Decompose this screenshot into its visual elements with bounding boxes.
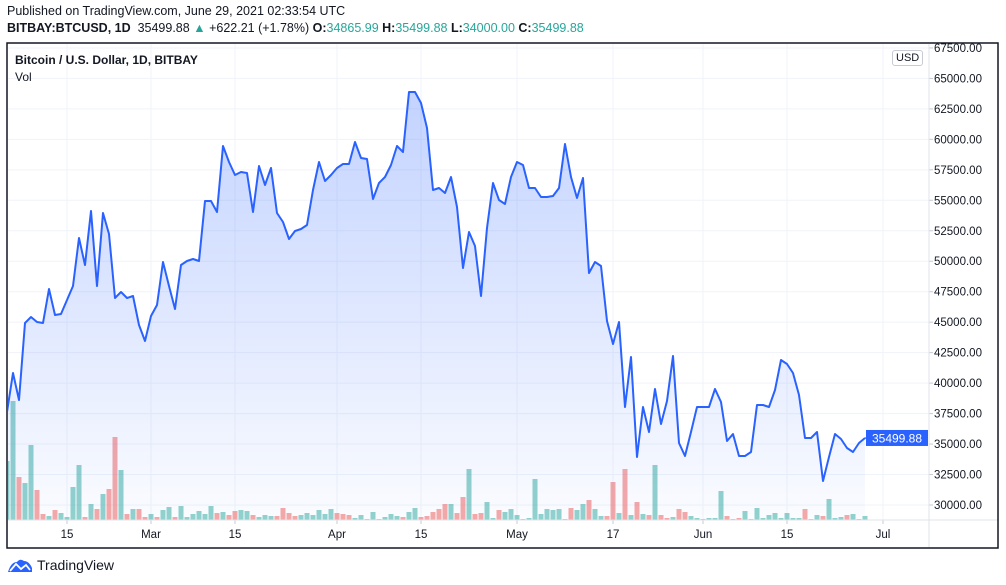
axes: 30000.00 32500.00 35000.00 37500.00 40000.00… <box>8 43 998 548</box>
symbol-label: BITBAY:BTCUSD, 1D <box>7 21 131 35</box>
published-info: Published on TradingView.com, June 29, 2… <box>7 4 346 18</box>
y-tick-label: 35000.00 <box>934 439 982 451</box>
y-tick-label: 67500.00 <box>934 43 982 55</box>
price-line <box>8 91 866 482</box>
price-area-fill <box>8 92 865 520</box>
x-tick-label: 15 <box>781 529 794 541</box>
tradingview-cloud-icon <box>8 559 32 572</box>
y-tick-label: 32500.00 <box>934 470 982 482</box>
price-change: +622.21 (+1.78%) <box>209 21 310 35</box>
currency-badge[interactable]: USD <box>892 50 924 66</box>
last-price: 35499.88 <box>137 21 190 35</box>
y-tick-label: 62500.00 <box>934 104 982 116</box>
x-tick-label: Apr <box>328 529 346 541</box>
high-value: 35499.88 <box>395 21 448 35</box>
symbol-ohlc-bar: BITBAY:BTCUSD, 1D 35499.88 ▲ +622.21 (+1… <box>7 21 584 35</box>
x-tick-label: Mar <box>141 529 161 541</box>
open-value: 34865.99 <box>326 21 379 35</box>
y-tick-label: 65000.00 <box>934 73 982 85</box>
x-tick-label: 15 <box>229 529 242 541</box>
high-label: H: <box>382 21 396 35</box>
x-tick-label: 15 <box>415 529 428 541</box>
y-tick-label: 60000.00 <box>934 134 982 146</box>
x-tick-label: 15 <box>61 529 74 541</box>
y-tick-label: 57500.00 <box>934 165 982 177</box>
x-tick-label: 17 <box>607 529 620 541</box>
low-value: 34000.00 <box>462 21 515 35</box>
volume-legend[interactable]: Vol <box>15 70 32 84</box>
price-series <box>8 91 866 520</box>
y-tick-label: 55000.00 <box>934 195 982 207</box>
tradingview-logo[interactable]: TradingView <box>7 557 114 573</box>
y-tick-label: 30000.00 <box>934 500 982 512</box>
y-tick-label: 50000.00 <box>934 256 982 268</box>
y-tick-label: 42500.00 <box>934 348 982 360</box>
close-label: C: <box>518 21 532 35</box>
x-tick-label: May <box>506 529 528 541</box>
chart-frame <box>6 42 999 549</box>
open-label: O: <box>312 21 327 35</box>
chart-legend-title[interactable]: Bitcoin / U.S. Dollar, 1D, BITBAY <box>15 53 198 67</box>
x-tick-label: Jul <box>876 529 891 541</box>
y-tick-label: 47500.00 <box>934 287 982 299</box>
current-price-label-bg <box>866 429 928 446</box>
y-tick-label: 37500.00 <box>934 409 982 421</box>
close-value: 35499.88 <box>531 21 584 35</box>
x-tick-label: Jun <box>694 529 713 541</box>
up-arrow-icon: ▲ <box>193 21 206 35</box>
y-tick-label: 45000.00 <box>934 317 982 329</box>
y-tick-label: 40000.00 <box>934 378 982 390</box>
y-tick-label: 52500.00 <box>934 226 982 238</box>
brand-name: TradingView <box>37 557 115 573</box>
current-price-label: 35499.88 <box>872 431 922 445</box>
low-label: L: <box>450 21 463 35</box>
